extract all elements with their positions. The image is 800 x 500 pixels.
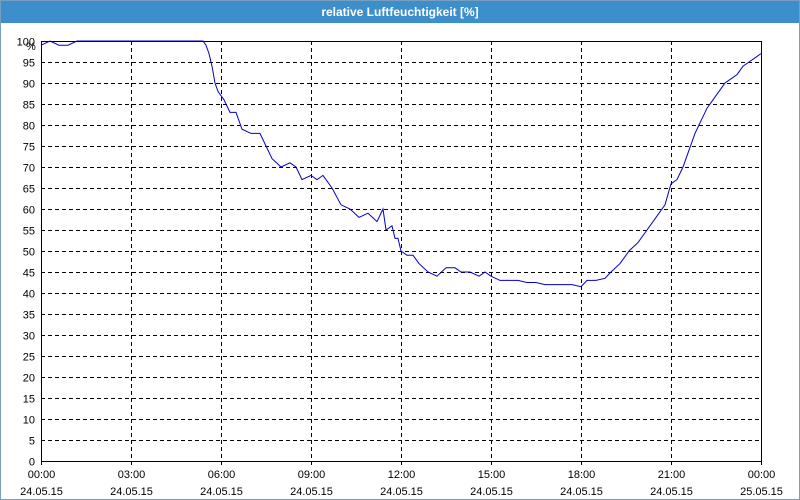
- x-tick-date-label: 24.05.15: [20, 486, 63, 498]
- plot-frame: [41, 41, 762, 462]
- y-tick-label: 45: [23, 268, 35, 280]
- y-tick-label: 5: [29, 436, 35, 448]
- x-tick-time-label: 15:00: [478, 469, 506, 481]
- y-tick-label: 75: [23, 142, 35, 154]
- y-tick-label: 40: [23, 289, 35, 301]
- x-tick-date-label: 24.05.15: [650, 486, 693, 498]
- x-tick-date-label: 24.05.15: [380, 486, 423, 498]
- y-tick-label: 25: [23, 352, 35, 364]
- x-tick-date-label: 24.05.15: [290, 486, 333, 498]
- y-tick-label: 10: [23, 415, 35, 427]
- x-tick-time-label: 06:00: [208, 469, 236, 481]
- x-tick-time-label: 18:00: [568, 469, 596, 481]
- y-tick-label: 0: [29, 457, 35, 469]
- y-tick-label: 15: [23, 394, 35, 406]
- x-tick-time-label: 00:00: [28, 469, 56, 481]
- x-tick-time-label: 21:00: [658, 469, 686, 481]
- x-tick-time-label: 00:00: [748, 469, 776, 481]
- y-tick-label: 55: [23, 226, 35, 238]
- x-tick-date-label: 24.05.15: [110, 486, 153, 498]
- y-tick-label: 35: [23, 310, 35, 322]
- x-tick-date-label: 25.05.15: [740, 486, 783, 498]
- y-tick-label: 65: [23, 184, 35, 196]
- y-tick-label: 70: [23, 163, 35, 175]
- humidity-series-line: [40, 40, 762, 288]
- x-tick-date-label: 24.05.15: [470, 486, 513, 498]
- y-tick-label: 90: [23, 79, 35, 91]
- y-axis-label: %: [26, 41, 36, 53]
- y-tick-label: 80: [23, 121, 35, 133]
- x-tick-time-label: 09:00: [298, 469, 326, 481]
- x-tick-time-label: 03:00: [118, 469, 146, 481]
- x-tick-time-label: 12:00: [388, 469, 416, 481]
- y-tick-label: 60: [23, 205, 35, 217]
- y-tick-label: 50: [23, 247, 35, 259]
- y-tick-label: 85: [23, 100, 35, 112]
- x-tick-date-label: 24.05.15: [560, 486, 603, 498]
- y-tick-label: 30: [23, 331, 35, 343]
- chart-title: relative Luftfeuchtigkeit [%]: [1, 1, 799, 23]
- y-tick-label: 20: [23, 373, 35, 385]
- y-tick-label: 95: [23, 58, 35, 70]
- y-tick-label: 100: [17, 37, 35, 49]
- x-tick-date-label: 24.05.15: [200, 486, 243, 498]
